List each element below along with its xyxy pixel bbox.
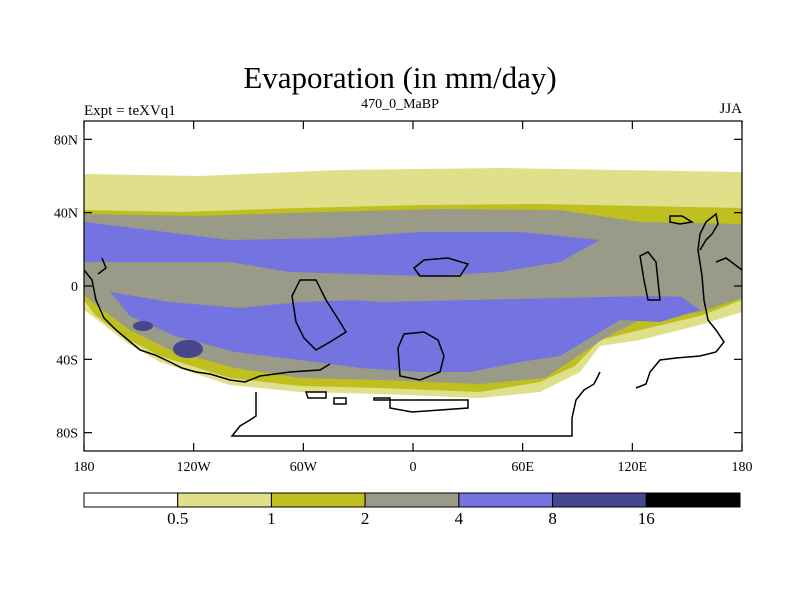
colorbar-label: 4 — [455, 509, 464, 528]
coastline-south-shelf — [373, 397, 469, 413]
contour-fields — [84, 121, 742, 451]
coastlines — [84, 212, 742, 437]
contour-patch-dark-blue — [173, 340, 203, 358]
latitude-tick-label: 80S — [56, 427, 78, 442]
coastline-south-shelf — [333, 397, 347, 405]
colorbar-swatch — [552, 492, 647, 508]
contour-band-blue-south — [110, 292, 700, 372]
coastline-island-a — [291, 279, 348, 351]
coastline-west-hook — [97, 257, 107, 275]
coastline-island-b — [397, 331, 445, 381]
latitude-tick-label: 40N — [54, 207, 78, 222]
colorbar: 0.5 1 2 4 8 16 — [83, 492, 741, 528]
experiment-label: Expt = teXVq1 — [84, 103, 176, 119]
coastline-west — [84, 269, 331, 383]
colorbar-swatch — [458, 492, 554, 508]
colorbar-swatch — [83, 492, 179, 508]
colorbar-label: 2 — [361, 509, 370, 528]
coastline-east-margin — [635, 212, 725, 389]
coastline-northeast — [669, 215, 695, 225]
longitude-tick-label: 60W — [290, 460, 318, 475]
latitude-axis: 80N 40N 0 40S 80S — [54, 133, 742, 442]
colorbar-swatch — [645, 492, 741, 508]
colorbar-label: 0.5 — [167, 509, 188, 528]
longitude-tick-label: 120E — [618, 460, 648, 475]
latitude-tick-label: 0 — [71, 280, 78, 295]
longitude-tick-label: 180 — [74, 460, 95, 475]
colorbar-swatch — [364, 492, 460, 508]
coastline-south-shelf — [304, 391, 327, 399]
colorbar-swatch — [177, 492, 272, 508]
contour-strip-grey — [110, 270, 742, 302]
chart-title: Evaporation (in mm/day) — [243, 60, 557, 95]
colorbar-label: 1 — [267, 509, 276, 528]
colorbar-label: 16 — [638, 509, 655, 528]
longitude-axis: 180 120W 60W 0 60E 120E 180 — [74, 121, 753, 475]
longitude-tick-label: 60E — [511, 460, 534, 475]
longitude-tick-label: 120W — [177, 460, 212, 475]
latitude-tick-label: 40S — [56, 353, 78, 368]
colorbar-swatch — [270, 492, 366, 508]
longitude-tick-label: 0 — [410, 460, 417, 475]
coastline-island-c — [412, 257, 470, 277]
latitude-tick-label: 80N — [54, 133, 78, 148]
chart-subtitle: 470_0_MaBP — [361, 97, 439, 112]
coastline-far-east — [715, 257, 742, 271]
coastline-east — [639, 251, 661, 301]
contour-band-blue — [84, 222, 600, 276]
contour-patch-dark-blue — [133, 321, 153, 331]
season-label: JJA — [719, 101, 742, 117]
coastline-south-polar — [230, 371, 601, 437]
longitude-tick-label: 180 — [732, 460, 753, 475]
colorbar-label: 8 — [548, 509, 557, 528]
